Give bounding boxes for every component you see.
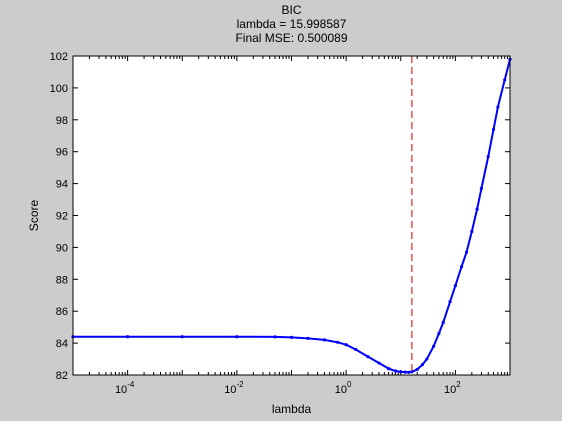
data-point	[503, 78, 507, 82]
data-point	[399, 370, 403, 374]
data-point	[366, 355, 370, 359]
data-point	[180, 335, 184, 339]
title-line-2: lambda = 15.998587	[237, 17, 347, 31]
y-axis-label: Score	[27, 200, 41, 232]
x-tick-label: 100	[335, 380, 352, 396]
y-tick-label: 100	[50, 83, 68, 95]
series-group	[71, 57, 512, 374]
x-tick-base: 10	[115, 384, 127, 396]
y-tick-label: 102	[50, 51, 68, 63]
x-tick-base: 10	[335, 384, 347, 396]
data-point	[448, 300, 452, 304]
data-point	[464, 250, 469, 254]
x-axis-ticks: 10-4 10-2 100 102	[72, 56, 509, 396]
title-line-3: Final MSE: 0.500089	[235, 31, 347, 45]
x-tick-label: 10-2	[224, 380, 244, 396]
y-tick-label: 90	[56, 242, 68, 254]
x-tick-exponent: -4	[127, 380, 135, 389]
data-point	[354, 347, 358, 352]
y-tick-label: 98	[56, 115, 68, 127]
data-point	[403, 370, 407, 374]
y-tick-label: 94	[56, 179, 68, 191]
data-point	[420, 363, 425, 367]
data-point	[344, 343, 348, 347]
data-point	[377, 361, 381, 365]
x-tick-exponent: 0	[347, 380, 352, 389]
x-tick-exponent: 2	[456, 380, 461, 389]
data-point	[273, 335, 277, 339]
x-tick-base: 10	[224, 384, 236, 396]
plot-area	[73, 56, 510, 375]
y-tick-label: 96	[56, 147, 68, 159]
data-point	[126, 335, 130, 339]
y-tick-label: 82	[56, 370, 68, 382]
data-point	[387, 367, 391, 371]
x-axis-label: lambda	[272, 402, 312, 416]
data-point	[289, 335, 294, 339]
data-point	[437, 331, 441, 336]
data-point	[496, 105, 500, 109]
data-point	[393, 369, 398, 373]
data-point	[306, 336, 310, 340]
title-line-1: BIC	[281, 3, 301, 17]
data-point	[441, 320, 445, 324]
data-point	[486, 154, 490, 159]
data-point	[425, 357, 429, 361]
plot-frame	[72, 55, 511, 376]
y-tick-label: 86	[56, 306, 68, 318]
data-point	[407, 370, 411, 374]
data-point	[410, 370, 414, 374]
data-point	[459, 264, 464, 269]
y-axis-ticks: 82 84 86 88 90 92 94 96 98 100 102	[50, 51, 510, 382]
data-point	[322, 338, 326, 342]
x-tick-base: 10	[444, 384, 456, 396]
data-point	[415, 367, 419, 372]
data-point	[470, 229, 474, 234]
x-tick-exponent: -2	[236, 380, 244, 389]
data-point	[235, 335, 239, 339]
data-point	[479, 186, 484, 190]
data-point	[453, 284, 457, 288]
data-point	[475, 207, 479, 211]
x-tick-label: 10-4	[115, 380, 135, 396]
data-point	[491, 127, 496, 131]
y-tick-label: 88	[56, 274, 68, 286]
data-point	[336, 340, 340, 344]
data-point	[432, 344, 436, 348]
x-tick-label: 102	[444, 380, 461, 396]
y-tick-label: 92	[56, 211, 68, 223]
y-tick-label: 84	[56, 338, 68, 350]
